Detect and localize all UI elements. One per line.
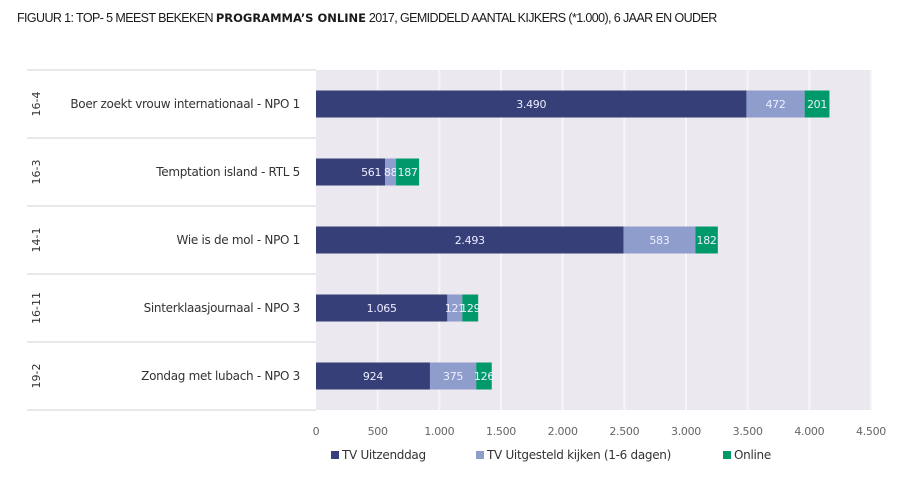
bar-segment	[447, 294, 463, 322]
bar-segment	[804, 90, 830, 118]
x-tick-label: 3.000	[671, 425, 701, 438]
value-label: 2.493	[455, 234, 485, 247]
value-label: 187	[398, 166, 418, 179]
title-bold: PROGRAMMA’S ONLINE	[215, 11, 366, 25]
value-label: 3.490	[516, 98, 546, 111]
x-tick-label: 500	[368, 425, 388, 438]
category-label: Boer zoekt vrouw internationaal - NPO 1	[70, 97, 300, 111]
bar-segment	[316, 362, 430, 390]
x-tick-label: 4.500	[856, 425, 886, 438]
bar-segment	[316, 226, 624, 254]
value-label: 472	[765, 98, 785, 111]
date-label: 19-2	[30, 364, 43, 389]
legend-swatch	[331, 451, 339, 459]
date-label: 16-11	[30, 292, 43, 324]
bar-segment	[476, 362, 492, 390]
bar-segment	[316, 294, 448, 322]
label-panel	[0, 70, 316, 410]
category-label: Wie is de mol - NPO 1	[177, 233, 300, 247]
x-tick-label: 3.500	[733, 425, 763, 438]
x-tick-label: 0	[313, 425, 320, 438]
legend: TV Uitzenddag TV Uitgesteld kijken (1-6 d…	[331, 448, 771, 462]
value-label: 129	[460, 302, 480, 315]
title-suffix: 2017, GEMIDDELD AANTAL KIJKERS (*1.000),…	[365, 11, 717, 25]
date-label: 16-4	[30, 92, 43, 117]
bar-segment	[746, 90, 805, 118]
bar-segment	[385, 158, 397, 186]
legend-label: TV Uitzenddag	[341, 448, 426, 462]
value-label: 126	[474, 370, 494, 383]
x-tick-label: 2.000	[548, 425, 578, 438]
figure-title: FIGUUR 1: TOP- 5 MEEST BEKEKEN PROGRAMMA…	[17, 11, 717, 25]
value-label: 121	[445, 302, 465, 315]
legend-swatch	[476, 451, 484, 459]
legend-swatch	[723, 451, 731, 459]
legend-label: TV Uitgesteld kijken (1-6 dagen)	[486, 448, 671, 462]
bar-segment	[429, 362, 477, 390]
value-label: 1.065	[367, 302, 397, 315]
category-rows: Boer zoekt vrouw internationaal - NPO 1 1…	[0, 69, 316, 411]
category-label: Sinterklaasjournaal - NPO 3	[144, 301, 300, 315]
x-tick-label: 2.500	[609, 425, 639, 438]
value-label: 924	[363, 370, 383, 383]
value-label: 88	[384, 166, 398, 179]
bar-segment	[623, 226, 696, 254]
legend-label: Online	[734, 448, 771, 462]
value-label: 375	[443, 370, 463, 383]
value-label: 201	[807, 98, 827, 111]
category-label: Temptation island - RTL 5	[155, 165, 300, 179]
title-prefix: FIGUUR 1: TOP- 5 MEEST BEKEKEN	[17, 11, 216, 25]
x-tick-label: 1.500	[486, 425, 516, 438]
x-axis-ticks: 0 500 1.000 1.500 2.000 2.500 3.000 3.500 4.000 4…	[313, 425, 887, 438]
value-label: 561	[361, 166, 381, 179]
bar-segment	[396, 158, 420, 186]
x-tick-label: 1.000	[424, 425, 454, 438]
x-tick-label: 4.000	[794, 425, 824, 438]
category-label: Zondag met lubach - NPO 3	[141, 369, 300, 383]
bar-segment	[316, 90, 747, 118]
bar-segment	[462, 294, 479, 322]
date-label: 16-3	[30, 160, 43, 185]
value-label: 583	[649, 234, 669, 247]
value-label: 182	[697, 234, 717, 247]
bar-segment	[695, 226, 718, 254]
bar-segment	[316, 158, 386, 186]
date-label: 14-1	[30, 228, 43, 253]
